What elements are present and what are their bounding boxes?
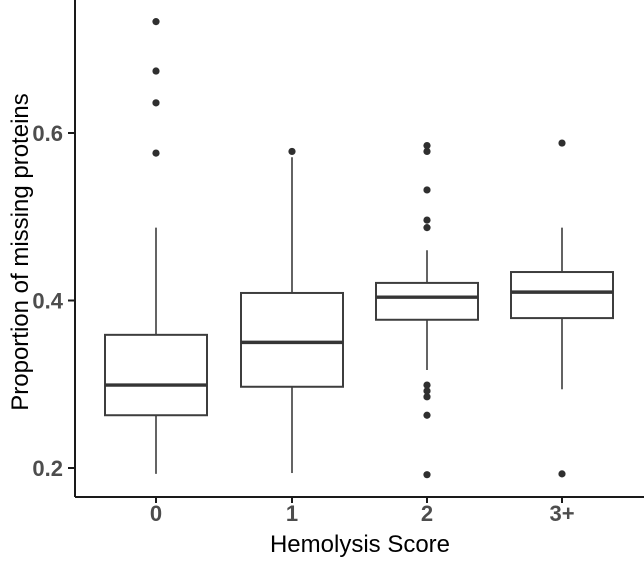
outlier-point [558, 139, 566, 147]
y-tick-label: 0.4 [32, 289, 63, 314]
y-axis-title: Proportion of missing proteins [7, 93, 34, 410]
outlier-point [423, 216, 431, 224]
x-tick-label: 1 [286, 501, 298, 526]
outlier-point [152, 99, 160, 107]
outlier-point [423, 381, 431, 389]
outlier-point [423, 224, 431, 232]
x-tick-label: 2 [421, 501, 433, 526]
chart-canvas: 0.2 0.4 0.6 0 1 2 3+ [32, 0, 644, 526]
outlier-point [423, 141, 431, 150]
outlier-point [423, 186, 431, 194]
y-tick-label: 0.2 [32, 456, 63, 481]
outlier-point [152, 149, 160, 157]
box [104, 333, 208, 417]
x-tick-label: 3+ [549, 501, 574, 526]
y-tick-label: 0.6 [32, 121, 63, 146]
outlier-point [288, 147, 296, 156]
outlier-point [423, 471, 431, 479]
box [240, 291, 344, 388]
outlier-point [423, 387, 431, 395]
outlier-point [423, 147, 431, 156]
outlier-point [152, 67, 160, 75]
x-axis-title: Hemolysis Score [270, 531, 450, 558]
outlier-point [423, 411, 431, 419]
outlier-point [558, 470, 566, 478]
outlier-point [152, 18, 160, 26]
box [375, 281, 479, 321]
box [510, 271, 614, 320]
outlier-point [423, 393, 431, 401]
x-tick-label: 0 [150, 501, 162, 526]
